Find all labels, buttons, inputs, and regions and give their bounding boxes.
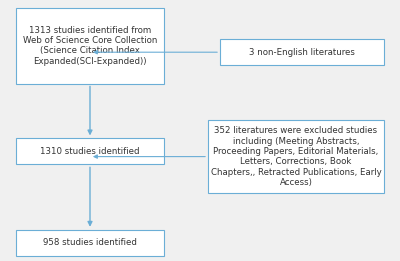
Text: 1310 studies identified: 1310 studies identified: [40, 147, 140, 156]
FancyBboxPatch shape: [16, 138, 164, 164]
FancyBboxPatch shape: [16, 230, 164, 256]
FancyBboxPatch shape: [220, 39, 384, 65]
FancyBboxPatch shape: [208, 120, 384, 193]
Text: 352 literatures were excluded studies
including (Meeting Abstracts,
Proceeding P: 352 literatures were excluded studies in…: [211, 126, 381, 187]
FancyBboxPatch shape: [16, 8, 164, 84]
Text: 958 studies identified: 958 studies identified: [43, 238, 137, 247]
Text: 1313 studies identified from
Web of Science Core Collection
(Science Citation In: 1313 studies identified from Web of Scie…: [23, 26, 157, 66]
Text: 3 non-English literatures: 3 non-English literatures: [249, 48, 355, 57]
